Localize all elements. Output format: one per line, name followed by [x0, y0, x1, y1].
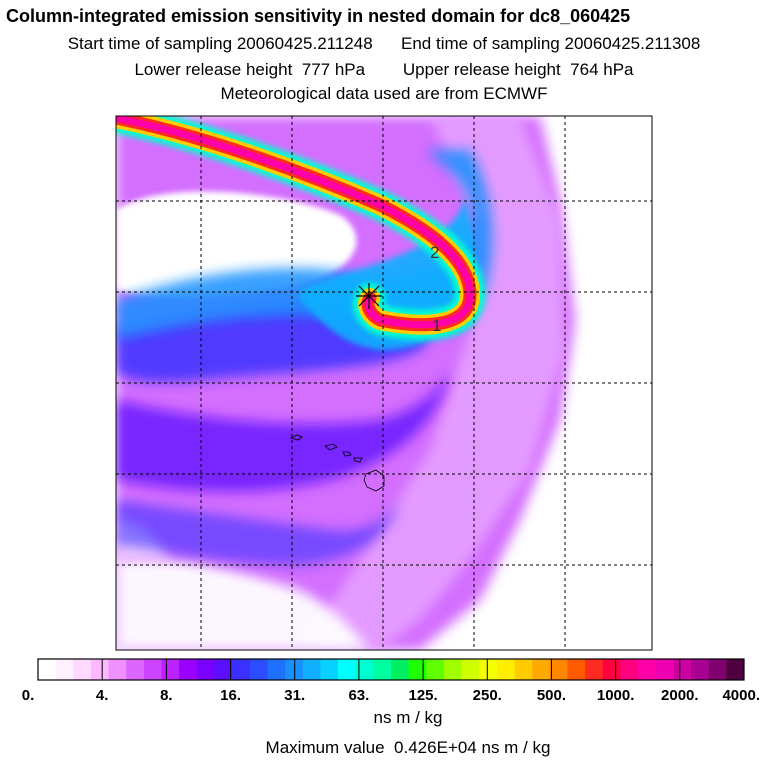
met-data-note: Meteorological data used are from ECMWF [220, 84, 548, 103]
colorbar-cell [55, 659, 74, 680]
start-time-label: Start time of sampling [67, 34, 233, 53]
colorbar-cell [496, 659, 516, 680]
colorbar-tick-label: 31. [284, 687, 305, 704]
colorbar-tick-label: 125. [408, 687, 437, 704]
colorbar-frame [37, 658, 745, 681]
colorbar-cell [161, 659, 180, 680]
colorbar-cell [285, 659, 304, 680]
lower-release-label: Lower release height [134, 60, 293, 79]
colorbar-cell [726, 659, 745, 680]
colorbar-cell [338, 659, 357, 680]
colorbar-tick-label: 63. [348, 687, 369, 704]
colorbar-cell [691, 659, 710, 680]
colorbar-cell [249, 659, 268, 680]
sampling-times: Start time of sampling 20060425.211248 E… [0, 34, 768, 54]
colorbar-cell [655, 659, 674, 680]
colorbar-cell [73, 659, 92, 680]
end-time-label: End time of sampling [401, 34, 560, 53]
colorbar-tick-label: 500. [537, 687, 566, 704]
colorbar-cell [708, 659, 727, 680]
release-point-marker [356, 283, 382, 309]
colorbar-cell [302, 659, 321, 680]
maximum-value: Maximum value 0.426E+04 ns m / kg [24, 738, 768, 758]
colorbar-cell [355, 659, 374, 680]
map-frame [115, 115, 653, 651]
colorbar-cell [391, 659, 410, 680]
colorbar-cell [38, 659, 57, 680]
colorbar-cell [443, 659, 463, 680]
colorbar-tick-label: 2000. [661, 687, 699, 704]
colorbar-cell [585, 659, 604, 680]
colorbar-cell [196, 659, 215, 680]
colorbar-cell [90, 659, 110, 680]
colorbar-cell [514, 659, 533, 680]
colorbar-tick-label: 4. [96, 687, 109, 704]
colorbar-cell [567, 659, 586, 680]
maximum-value-label: Maximum value [265, 738, 385, 757]
colorbar-cell [479, 659, 498, 680]
colorbar-cell [126, 659, 145, 680]
colorbar-cell [532, 659, 551, 680]
colorbar-tick-label: 16. [220, 687, 241, 704]
colorbar-cell [320, 659, 339, 680]
upper-release-value: 764 hPa [570, 60, 634, 79]
colorbar-cell [108, 659, 127, 680]
colorbar-cell [214, 659, 233, 680]
colorbar-tick-label: 8. [160, 687, 173, 704]
colorbar-cell [408, 659, 427, 680]
trajectory-label-1: 1 [432, 316, 441, 335]
colorbar-tick-label: 1000. [597, 687, 635, 704]
upper-release-label: Upper release height [402, 60, 561, 79]
chart-title: Column-integrated emission sensitivity i… [6, 6, 631, 26]
lower-release-value: 777 hPa [301, 60, 366, 79]
coastline [289, 434, 385, 492]
colorbar-cell [673, 659, 692, 680]
colorbar-ticks: 0. 4. 8. 16. 31. 63. 125. 250. 500. 1000. 2000. 400… [22, 659, 760, 704]
colorbar-cell [602, 659, 621, 680]
trajectory-label-2: 2 [430, 243, 439, 262]
end-time-value: 20060425.211308 [564, 34, 701, 53]
colorbar-cell [232, 659, 251, 680]
sensitivity-field: 1 2 [116, 116, 652, 650]
colorbar-cell [461, 659, 480, 680]
start-time-value: 20060425.211248 [236, 34, 373, 53]
colorbar [37, 658, 745, 681]
colorbar-cell [373, 659, 392, 680]
release-heights: Lower release height 777 hPa Upper relea… [0, 60, 768, 80]
colorbar-cell [620, 659, 639, 680]
colorbar-cell [143, 659, 163, 680]
maximum-value-number: 0.426E+04 ns m / kg [394, 738, 551, 757]
map-grid [116, 116, 652, 650]
colorbar-tick-label: 4000. [722, 687, 760, 704]
colorbar-cell [638, 659, 657, 680]
colorbar-cell [549, 659, 568, 680]
colorbar-units: ns m / kg [373, 708, 443, 727]
colorbar-tick-label: 250. [473, 687, 502, 704]
colorbar-cell [426, 659, 445, 680]
colorbar-cell [267, 659, 286, 680]
colorbar-cell [179, 659, 198, 680]
colorbar-tick-label: 0. [22, 687, 35, 704]
